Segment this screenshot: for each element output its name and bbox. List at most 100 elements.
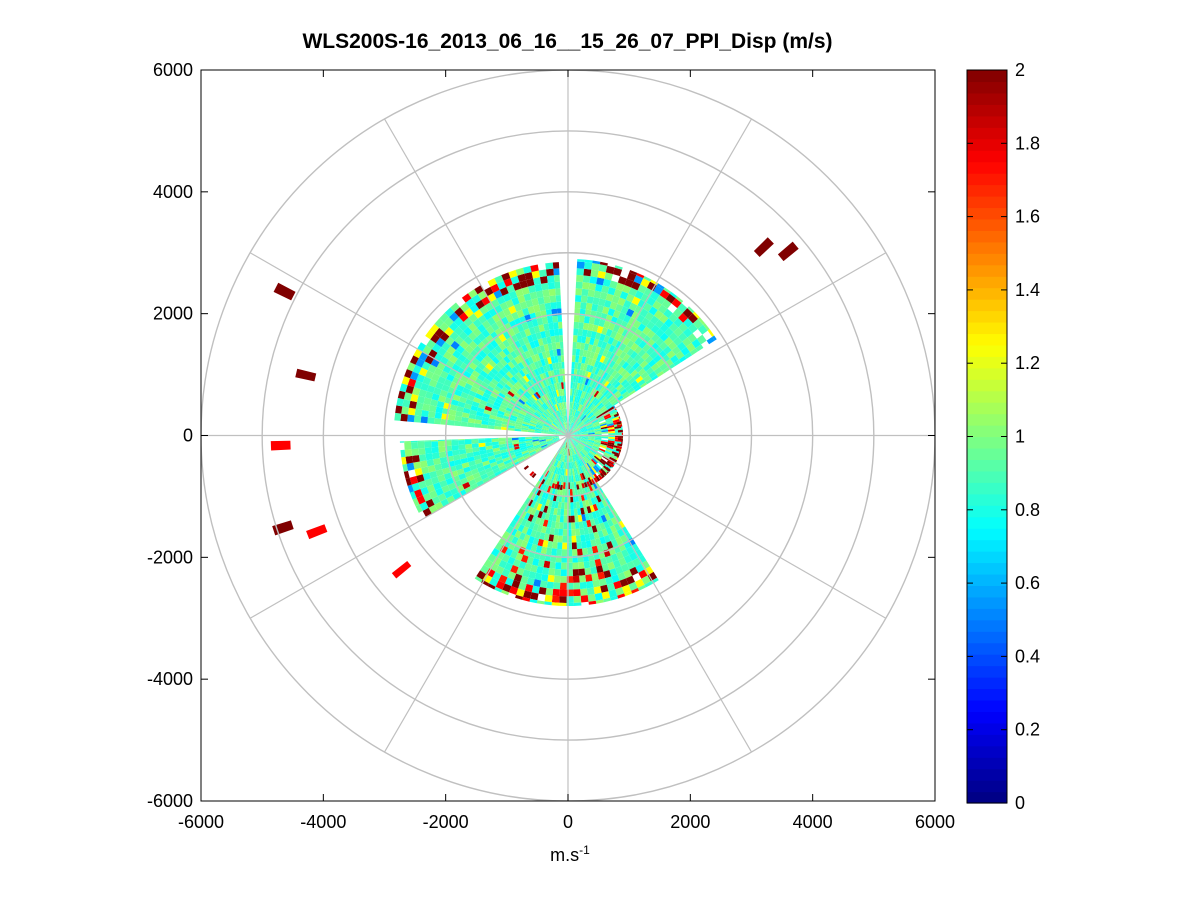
colorbar-level [967,608,1007,620]
data-cell [562,549,567,556]
data-cell [570,502,573,509]
colorbar-level [967,551,1007,563]
colorbar-level [967,631,1007,643]
data-cell [552,315,558,322]
far-return [295,369,316,382]
data-cell [408,408,416,416]
colorbar-level [967,368,1007,380]
data-cell [411,449,418,456]
data-cell [560,342,564,349]
data-cell [590,270,598,278]
x-axis-label: m.s-1 [510,843,630,866]
data-cell [582,289,589,296]
data-cell [578,329,583,336]
colorbar-tick-label: 1 [1015,427,1025,447]
data-cell [556,549,562,556]
data-cell [394,413,401,421]
data-cell [560,516,564,523]
data-cell [461,422,468,427]
data-cell [576,542,581,549]
data-cell [554,576,561,583]
colorbar-level [967,253,1007,265]
data-cell [421,410,429,417]
data-cell [572,549,578,556]
data-cell [589,283,597,291]
colorbar-level [967,402,1007,414]
colorbar-level [967,196,1007,208]
x-axis-label-exponent: -1 [579,843,590,857]
y-tick-label: -6000 [147,791,193,811]
data-cell [573,342,577,349]
data-cell [608,433,615,435]
y-tick-label: -4000 [147,669,193,689]
data-cell [553,589,560,596]
polar-grid [201,70,935,801]
data-cell [562,543,567,550]
data-cell [577,262,585,269]
data-cell [411,442,418,449]
data-cell [622,433,623,435]
data-cell [573,328,578,335]
data-cell [563,529,567,536]
data-cell [572,562,578,569]
data-cell [582,282,589,289]
data-cell [580,302,586,309]
data-cell [560,576,567,583]
colorbar-level [967,769,1007,781]
data-cell [574,322,579,329]
data-cell [395,405,402,413]
data-cell [541,574,548,582]
data-cell [485,439,492,443]
data-cell [555,335,560,342]
colorbar-level [967,688,1007,700]
data-cell [402,399,410,407]
data-cell [557,542,562,549]
data-cell [573,576,580,583]
data-cell [584,568,591,575]
colorbar-level [967,528,1007,540]
colorbar-level [967,734,1007,746]
data-cell [560,349,563,356]
data-cell [576,268,584,275]
data-cell [553,322,559,329]
data-cell [574,603,582,606]
y-tick-label: -2000 [147,547,193,567]
colorbar-level [967,414,1007,426]
data-cell [566,476,568,483]
data-cell [547,275,555,282]
data-cell [548,282,555,289]
scan-sectors [271,237,799,606]
data-cell [555,562,561,569]
data-cell [438,441,445,447]
data-cell [565,489,568,496]
data-cell [467,422,474,427]
data-cell [559,596,566,603]
colorbar-tick-label: 1.4 [1015,280,1040,300]
colorbar-tick-label: 2 [1015,60,1025,80]
data-cell [575,529,580,536]
colorbar-level [967,116,1007,128]
data-cell [539,587,547,595]
data-cell [554,569,560,576]
data-cell [583,269,591,276]
data-cell [438,446,445,452]
colorbar-level [967,746,1007,758]
data-cell [545,303,552,310]
data-cell [549,562,555,569]
data-cell [708,329,714,337]
data-cell [498,438,505,441]
x-tick-label: -2000 [423,812,469,832]
data-cell [543,296,550,304]
data-cell [546,269,554,276]
data-cell [550,302,556,309]
data-cell [573,335,578,342]
data-cell [548,568,555,575]
y-tick-label: 2000 [153,304,193,324]
colorbar-tick-label: 0.2 [1015,720,1040,740]
data-cell [458,440,465,445]
far-return [306,524,327,539]
far-return [754,237,774,257]
colorbar-tick-label: 0.8 [1015,500,1040,520]
colorbar-tick-label: 0 [1015,793,1025,813]
